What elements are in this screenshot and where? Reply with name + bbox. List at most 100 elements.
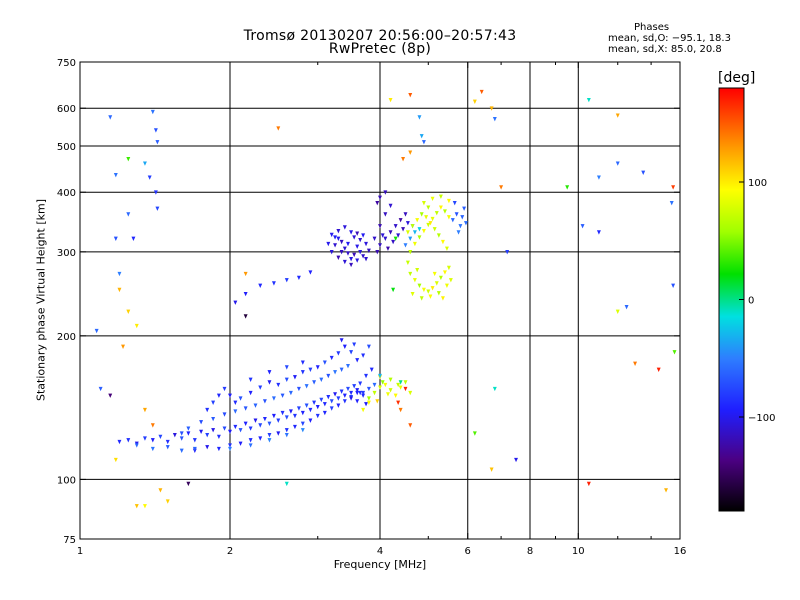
data-point	[300, 360, 305, 365]
phase-stats-x-mode: mean, sd,X: 85.0, 20.8	[608, 44, 722, 55]
data-point	[408, 390, 413, 396]
data-point	[243, 271, 248, 277]
data-point	[361, 254, 366, 259]
data-point	[228, 446, 232, 452]
data-point	[276, 431, 281, 436]
data-point	[388, 203, 393, 209]
data-point	[329, 406, 334, 411]
data-point	[446, 265, 451, 271]
data-point	[117, 439, 122, 445]
data-point	[233, 300, 238, 305]
x-tick-label: 1	[77, 546, 83, 557]
data-point	[258, 423, 263, 428]
data-point	[284, 481, 289, 487]
data-point	[284, 428, 289, 433]
data-point	[479, 89, 484, 95]
data-point	[179, 448, 184, 453]
data-point	[117, 287, 122, 293]
data-point	[361, 353, 366, 358]
data-point	[366, 396, 371, 401]
data-point	[410, 224, 415, 229]
data-point	[355, 390, 360, 396]
data-point	[380, 380, 385, 385]
data-point	[300, 370, 305, 375]
data-point	[150, 438, 155, 443]
data-point	[126, 309, 131, 314]
data-point	[417, 115, 422, 120]
data-point	[421, 201, 426, 206]
data-point	[243, 421, 248, 426]
data-point	[440, 296, 445, 301]
data-point	[339, 239, 344, 245]
data-point	[158, 434, 163, 440]
data-point	[280, 410, 285, 416]
x-tick-label: 8	[527, 546, 533, 557]
data-point	[315, 404, 320, 410]
data-point	[349, 257, 354, 262]
data-point	[398, 407, 403, 413]
data-point	[393, 224, 398, 229]
data-point	[412, 278, 417, 283]
data-point	[296, 386, 301, 392]
data-point	[444, 283, 449, 289]
data-point	[108, 115, 113, 120]
data-point	[192, 438, 197, 443]
data-point	[672, 350, 677, 355]
data-point	[369, 367, 374, 373]
data-point	[288, 390, 293, 396]
data-point	[329, 232, 334, 238]
data-point	[426, 205, 431, 210]
data-point	[304, 403, 309, 408]
data-point	[150, 423, 155, 428]
data-point	[430, 216, 435, 222]
data-point	[419, 296, 424, 301]
data-point	[615, 113, 620, 118]
data-point	[596, 175, 601, 180]
data-point	[333, 243, 338, 248]
data-point	[398, 218, 403, 223]
data-point	[346, 241, 350, 247]
data-point	[308, 270, 313, 275]
data-point	[211, 400, 216, 405]
data-point	[361, 233, 366, 238]
data-point	[393, 393, 398, 398]
data-point	[492, 117, 497, 122]
data-point	[342, 399, 347, 404]
data-point	[339, 367, 344, 373]
colorbar-tick-label: −100	[748, 413, 775, 424]
data-point	[308, 367, 313, 373]
data-point	[131, 236, 136, 241]
data-point	[304, 384, 309, 389]
data-point	[383, 382, 388, 388]
data-point	[186, 431, 191, 436]
data-point	[352, 384, 357, 389]
data-point	[415, 218, 420, 223]
data-point	[426, 222, 431, 228]
data-point	[440, 239, 445, 245]
data-point	[329, 355, 334, 361]
data-point	[228, 393, 232, 398]
data-point	[358, 237, 363, 243]
data-point	[366, 344, 371, 349]
data-point	[165, 499, 170, 504]
data-point	[222, 412, 227, 417]
phase-stats-heading: Phases	[634, 22, 670, 33]
data-point	[633, 361, 638, 366]
data-point	[288, 409, 293, 414]
data-point	[372, 382, 377, 388]
data-point	[199, 420, 204, 425]
data-point	[349, 350, 354, 355]
data-point	[267, 380, 272, 385]
data-point	[434, 211, 439, 216]
data-point	[258, 283, 263, 289]
data-point	[267, 421, 272, 426]
data-point	[421, 287, 426, 293]
data-point	[326, 241, 331, 247]
data-point	[262, 416, 267, 422]
data-point	[361, 393, 366, 398]
data-point	[401, 157, 406, 162]
data-point	[284, 415, 289, 420]
data-point	[243, 406, 248, 411]
data-point	[408, 271, 413, 277]
